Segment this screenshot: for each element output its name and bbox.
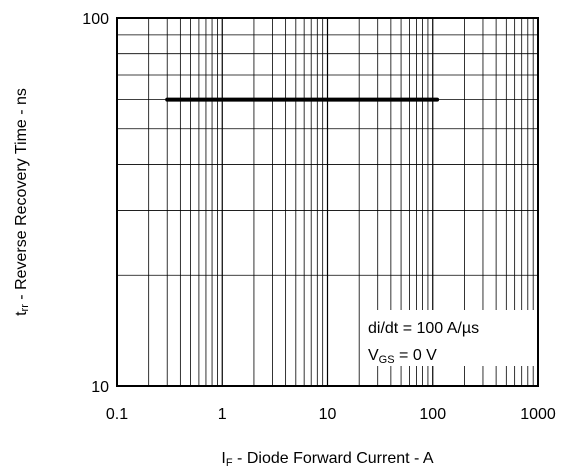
annotation-didt: di/dt = 100 A/µs — [368, 320, 479, 337]
y-tick-label: 100 — [82, 11, 109, 28]
plot-area-border — [116, 17, 539, 387]
x-tick-label: 1 — [218, 406, 227, 423]
y-tick-labels: 10 100 — [82, 11, 109, 396]
annotation-background — [360, 310, 537, 366]
x-tick-labels: 0.1 1 10 100 1000 — [106, 406, 556, 423]
x-tick-label: 10 — [319, 406, 337, 423]
x-axis-label: IF - Diode Forward Current - A — [221, 450, 433, 469]
x-tick-label: 0.1 — [106, 406, 128, 423]
x-tick-label: 100 — [419, 406, 446, 423]
annotation-vgs: VGS = 0 V — [368, 347, 437, 366]
y-axis-label: trr - Reverse Recovery Time - ns — [13, 88, 31, 316]
x-tick-label: 1000 — [520, 406, 556, 423]
y-tick-label: 10 — [91, 379, 109, 396]
